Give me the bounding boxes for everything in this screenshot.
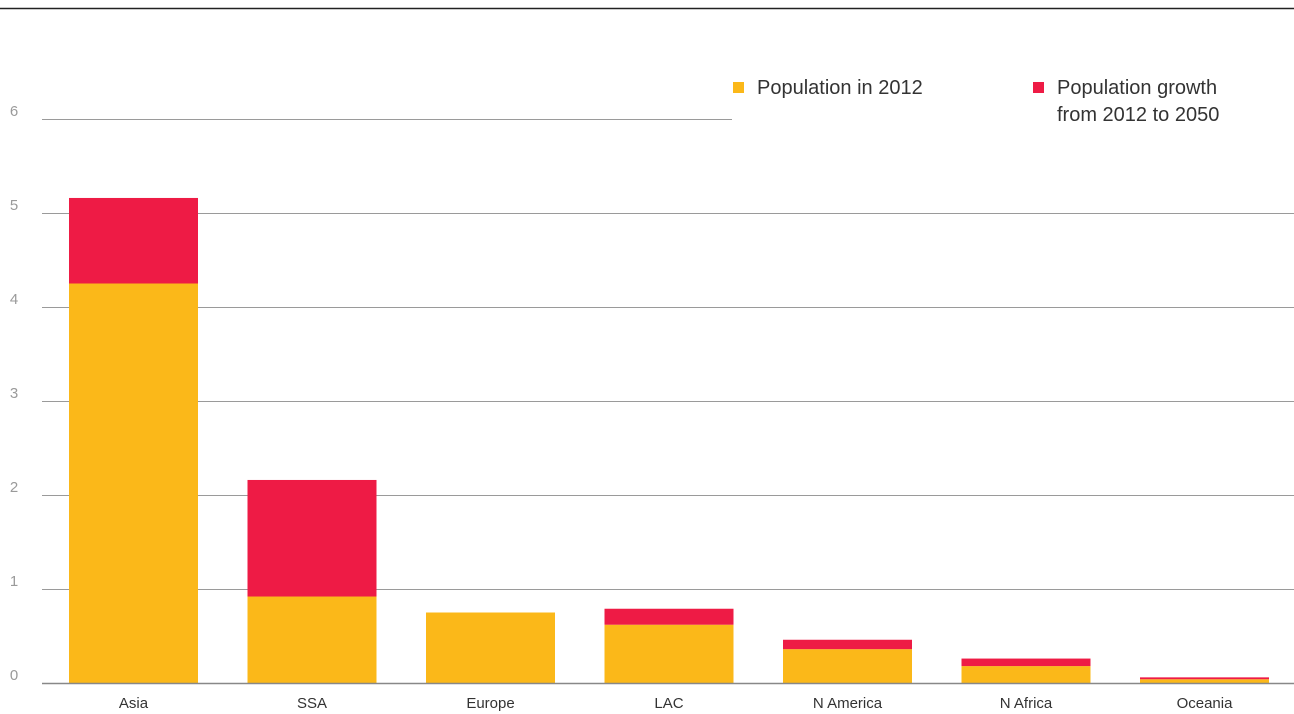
y-tick-label: 3 (10, 385, 18, 402)
x-tick-label: Oceania (1177, 695, 1234, 712)
legend-swatch (1033, 82, 1044, 93)
y-axis-ticks: 0 1 2 3 4 5 6 (10, 103, 18, 684)
bar-population-2012 (1140, 679, 1269, 683)
x-tick-label: N America (813, 695, 883, 712)
bar-population-2012 (604, 624, 734, 683)
bars (69, 197, 1269, 683)
bar-population-growth (961, 658, 1091, 667)
y-tick-label: 5 (10, 197, 18, 214)
bar-population-2012 (69, 283, 198, 683)
bar-population-2012 (783, 649, 912, 683)
y-tick-label: 1 (10, 573, 18, 590)
legend-label: Population growth (1057, 77, 1217, 99)
x-tick-label: N Africa (1000, 695, 1053, 712)
bar-population-2012 (961, 666, 1091, 683)
legend-label: Population in 2012 (757, 77, 923, 99)
bar-population-growth (604, 608, 734, 625)
bar-population-growth (247, 479, 377, 597)
x-tick-label: LAC (654, 695, 683, 712)
y-tick-label: 4 (10, 291, 18, 308)
y-tick-label: 6 (10, 103, 18, 120)
y-tick-label: 0 (10, 667, 18, 684)
x-tick-label: Asia (119, 695, 149, 712)
legend-label: from 2012 to 2050 (1057, 104, 1219, 126)
x-tick-label: SSA (297, 695, 327, 712)
legend: Population in 2012 Population growth from … (733, 77, 1219, 126)
x-axis-labels: Asia SSA Europe LAC N America N Africa Oceania (119, 695, 1233, 712)
bar-population-growth (1140, 677, 1269, 680)
legend-swatch (733, 82, 744, 93)
gridlines (42, 119, 1294, 590)
bar-population-2012 (247, 596, 377, 683)
x-tick-label: Europe (466, 695, 514, 712)
bar-population-2012 (426, 612, 555, 683)
bar-population-growth (69, 197, 198, 284)
bar-population-growth (783, 639, 912, 650)
y-tick-label: 2 (10, 479, 18, 496)
